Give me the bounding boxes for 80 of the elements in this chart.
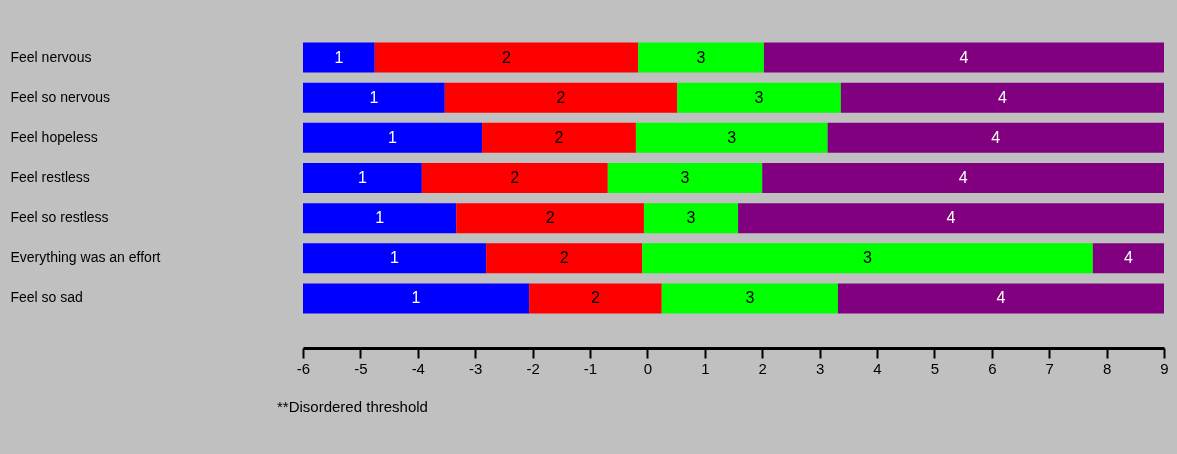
x-tick-label: -5 [354,359,368,377]
text: 1 [369,88,379,106]
bar [677,82,841,113]
bar [456,203,644,234]
text: 2 [554,128,564,146]
bar [643,203,739,234]
bar [827,122,1164,153]
text: 1 [411,289,421,307]
text: 4 [991,128,1001,146]
text: **Disordered threshold [277,398,428,415]
text: 4 [996,289,1006,307]
text: 1 [388,128,397,146]
x-tick-label: -6 [296,359,311,377]
x-tick-label: 2 [758,359,767,377]
bar [763,42,1164,73]
text: 2 [591,289,600,307]
text: 2 [545,209,555,227]
bar [303,243,487,274]
bar [303,42,375,73]
series-label: 4 [959,48,969,66]
text: 4 [1123,249,1133,267]
x-tick-label: 5 [930,359,940,377]
text: 3 [754,88,764,106]
y-tick-label: Feel so sad [10,289,83,306]
x-tick-label: 9 [1160,359,1169,377]
text: 2 [510,169,520,186]
text: 4 [997,88,1007,106]
text: 4 [946,209,956,227]
bar [607,163,763,193]
x-tick-label: -3 [469,359,483,377]
x-tick-label: 1 [701,359,710,377]
bar [444,82,678,113]
bar [486,243,643,274]
x-tick-label: 8 [1102,359,1112,377]
text: 2 [559,249,569,267]
y-tick-label: Feel restless [10,169,90,185]
y-tick-label: Feel nervous [10,48,92,65]
series-label: 3 [696,48,706,66]
bar [303,203,457,234]
bar [529,283,662,314]
x-tick-label: 4 [873,359,882,377]
bar [374,42,639,73]
bar [837,283,1164,314]
bar [840,82,1164,113]
text: 3 [863,249,872,267]
series-label: 1 [334,48,344,66]
text: 1 [390,249,400,267]
x-tick-label: -2 [526,359,540,377]
y-tick-label: Feel so restless [10,209,109,226]
x-tick-label: 3 [815,359,825,377]
text: 4 [958,169,968,186]
bar [482,122,636,153]
bar [303,82,445,113]
y-tick-label: Feel so nervous [10,88,111,105]
bar [421,163,608,193]
bar [738,203,1164,234]
bar [638,42,764,73]
text: 3 [680,169,690,186]
x-tick-label: 6 [988,359,997,377]
bar [661,283,838,314]
bar [303,163,422,193]
x-tick-label: 7 [1045,359,1054,377]
x-tick-label: 0 [643,359,653,377]
bar [642,243,1093,274]
x-tick-label: -1 [583,359,598,377]
y-tick-label: Feel hopeless [10,128,98,145]
x-tick-label: -4 [411,359,425,377]
series-label: 2 [502,48,512,66]
text: 3 [686,209,696,227]
y-tick-label: Everything was an effort [10,249,161,266]
bar [303,283,530,314]
text: 1 [375,209,385,227]
text: 3 [727,128,737,146]
bar [762,163,1164,193]
text: 1 [357,169,367,186]
bar [1092,243,1164,274]
bar [635,122,828,153]
text: 3 [745,289,755,307]
bar [303,122,483,153]
text: 2 [556,88,566,106]
